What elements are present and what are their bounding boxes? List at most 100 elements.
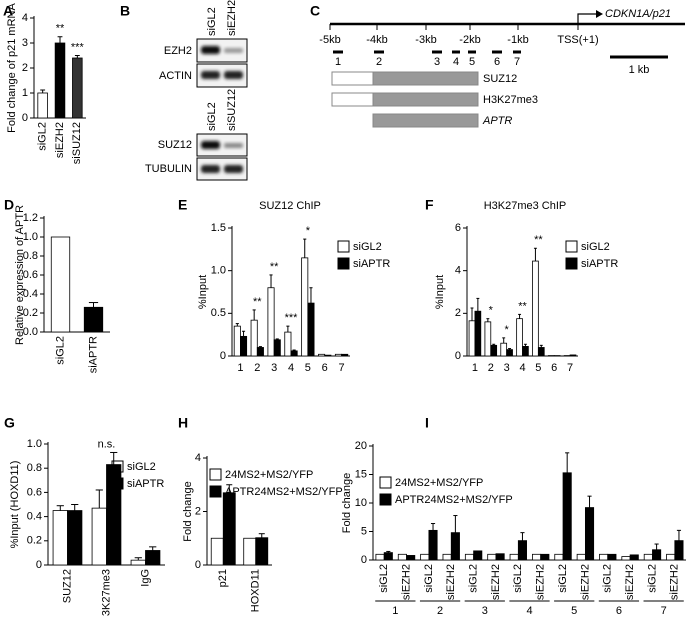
bar bbox=[522, 345, 529, 357]
y-tick-label: 1.2 bbox=[23, 212, 38, 224]
bar bbox=[145, 550, 161, 566]
bar bbox=[490, 344, 498, 357]
y-tick-label: 6 bbox=[455, 222, 461, 234]
region-label: 2 bbox=[376, 56, 382, 68]
bar bbox=[243, 537, 257, 566]
panel-letter: G bbox=[4, 415, 15, 431]
bar bbox=[468, 320, 476, 357]
track-label: APTR bbox=[482, 115, 512, 127]
bar bbox=[576, 553, 586, 561]
y-tick-label: 0.6 bbox=[23, 269, 38, 281]
panel-letter: F bbox=[425, 197, 434, 213]
significance-label: * bbox=[489, 305, 494, 317]
bar bbox=[255, 537, 269, 566]
y-axis-label: Fold change bbox=[341, 473, 353, 534]
bar bbox=[72, 57, 83, 119]
bar bbox=[652, 549, 662, 561]
x-tick-label: siGL2 bbox=[37, 122, 49, 151]
chart-title: H3K27me3 ChIP bbox=[484, 200, 567, 212]
bar bbox=[284, 331, 292, 357]
panel-letter: C bbox=[310, 3, 320, 19]
legend-label: siGL2 bbox=[127, 461, 156, 473]
legend-swatch bbox=[379, 493, 392, 506]
y-tick-label: 1.0 bbox=[211, 265, 226, 277]
x-tick-label: siEZH2 bbox=[54, 122, 66, 158]
bar bbox=[341, 353, 349, 357]
legend-swatch bbox=[337, 257, 350, 270]
bar bbox=[397, 553, 407, 561]
locus-diagram: C CDKN1A/p21 -5kb -4kb -3kb -2kb -1kb TS… bbox=[310, 3, 685, 128]
bar bbox=[464, 553, 475, 561]
x-tick-label: 4 bbox=[519, 362, 525, 374]
y-tick-label: 4 bbox=[455, 265, 461, 277]
significance-label: *** bbox=[285, 312, 299, 324]
tss-arrow bbox=[577, 13, 596, 24]
legend-swatch bbox=[565, 240, 578, 253]
y-tick-label: 5 bbox=[361, 525, 367, 537]
x-tick-label: IgG bbox=[139, 569, 151, 587]
x-tick-label: siEZH2 bbox=[490, 564, 502, 600]
y-tick-label: 0.2 bbox=[27, 535, 42, 547]
bar bbox=[290, 350, 298, 357]
x-tick-label: p21 bbox=[217, 569, 229, 587]
tss-label: TSS(+1) bbox=[557, 34, 598, 46]
significance-label: ** bbox=[518, 300, 527, 312]
y-tick-label: 0.5 bbox=[211, 307, 226, 319]
y-tick-label: 2 bbox=[455, 307, 461, 319]
bar bbox=[643, 553, 653, 561]
track-label: H3K27me3 bbox=[483, 94, 538, 106]
x-tick-label: 6 bbox=[322, 362, 328, 374]
bar bbox=[554, 553, 564, 561]
x-tick-label: 1 bbox=[472, 362, 478, 374]
y-tick-label: 0.6 bbox=[27, 486, 42, 498]
bar bbox=[54, 42, 66, 119]
bar bbox=[130, 559, 146, 566]
position-label: -5kb bbox=[319, 34, 340, 46]
bar bbox=[37, 92, 48, 119]
legend-label: APTR24MS2+MS2/YFP bbox=[225, 486, 343, 498]
legend-label: 24MS2+MS2/YFP bbox=[225, 469, 313, 481]
band bbox=[224, 165, 243, 173]
x-tick-label: 4 bbox=[288, 362, 294, 374]
x-tick-label: siGL2 bbox=[423, 564, 435, 593]
bar bbox=[406, 555, 416, 561]
x-tick-label: 2 bbox=[488, 362, 494, 374]
x-tick-label: siEZH2 bbox=[400, 564, 412, 600]
bar bbox=[273, 339, 281, 357]
bar bbox=[334, 353, 342, 357]
group-label: 6 bbox=[616, 605, 622, 617]
bar bbox=[222, 492, 236, 566]
x-tick-label: HOXD11 bbox=[250, 569, 262, 612]
x-tick-label: siSUZ12 bbox=[71, 122, 83, 164]
x-tick-label: siEZH2 bbox=[669, 564, 681, 600]
x-tick-label: 7 bbox=[339, 362, 345, 374]
lane-label: siGL2 bbox=[206, 102, 218, 131]
bar bbox=[473, 550, 483, 561]
bar bbox=[210, 537, 224, 566]
y-tick-label: 0.8 bbox=[27, 462, 42, 474]
legend-swatch bbox=[337, 240, 350, 253]
legend-swatch bbox=[209, 485, 222, 498]
bar bbox=[420, 553, 430, 561]
x-tick-label: siGL2 bbox=[646, 564, 658, 593]
significance-label: ** bbox=[270, 261, 279, 273]
significance-label: ** bbox=[56, 23, 65, 35]
region-label: 5 bbox=[469, 56, 475, 68]
band bbox=[224, 48, 243, 53]
bar bbox=[428, 529, 438, 561]
y-tick-label: 0.4 bbox=[27, 511, 42, 523]
panel-letter: B bbox=[120, 3, 130, 19]
x-tick-label: siEZH2 bbox=[535, 564, 547, 600]
blot-row-label: ACTIN bbox=[159, 70, 192, 82]
legend-label: siAPTR bbox=[127, 478, 164, 490]
bar bbox=[307, 302, 315, 357]
panel-letter: D bbox=[4, 197, 14, 213]
band bbox=[201, 71, 220, 79]
bar bbox=[50, 236, 71, 333]
bar bbox=[674, 540, 684, 561]
y-tick-label: 0 bbox=[220, 350, 226, 362]
bar bbox=[67, 510, 83, 566]
band bbox=[201, 46, 220, 54]
bar bbox=[474, 310, 482, 357]
